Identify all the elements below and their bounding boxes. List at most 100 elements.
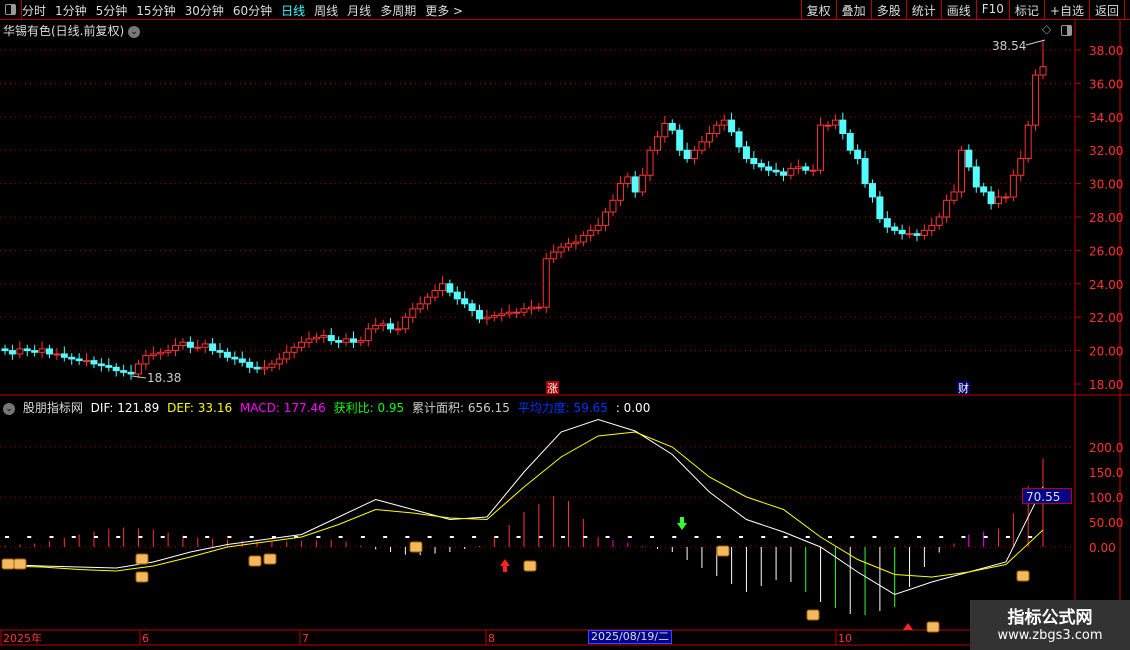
top-toolbar: 分时 1分钟 5分钟 15分钟 30分钟 60分钟 日线 周线 月线 多周期 更多 > 复权 叠加 多股… (0, 0, 1130, 20)
up-triangle-icon (903, 623, 913, 630)
period-tab[interactable]: 5分钟 (95, 4, 128, 18)
time-label: 10 (838, 632, 852, 645)
macd-tick-label: 100.0 (1089, 491, 1123, 505)
candle-body (312, 336, 320, 340)
high-price-label: 38.54 (992, 39, 1026, 53)
price-tick-label: 26.00 (1089, 244, 1123, 258)
candle-body (394, 328, 402, 331)
buy-arrow-icon (500, 559, 510, 572)
signal-marker-icon (716, 545, 730, 557)
price-tick-label: 20.00 (1089, 345, 1123, 359)
time-label: 7 (302, 632, 309, 645)
period-tab[interactable]: 月线 (347, 4, 372, 18)
signal-marker-icon (523, 560, 537, 572)
candle-body (75, 358, 83, 362)
signal-marker-icon (13, 558, 27, 570)
current-value-badge: 70.55 (1022, 488, 1072, 504)
candle-body (238, 358, 246, 363)
toolbar-button[interactable]: 标记 (1008, 0, 1044, 20)
low-price-label: 18.38 (147, 371, 181, 385)
candle-body (542, 258, 550, 308)
candle-body (535, 306, 543, 309)
high-arrow (1025, 39, 1046, 46)
candle-body (261, 366, 268, 370)
candle-body (950, 191, 958, 201)
price-tick-label: 30.00 (1089, 178, 1123, 192)
period-tab[interactable]: 更多 > (425, 4, 464, 18)
zhang-label: 涨 (547, 382, 558, 395)
chevron-down-icon[interactable]: ⌄ (3, 402, 15, 415)
period-tab[interactable]: 分时 (22, 4, 47, 18)
candle-body (275, 358, 283, 365)
candle-body (16, 348, 24, 355)
candle-body (972, 166, 980, 188)
period-tabs: 分时 1分钟 5分钟 15分钟 30分钟 60分钟 日线 周线 月线 多周期 更多 > (22, 2, 463, 19)
candle-body (446, 283, 454, 293)
candle-body (505, 311, 513, 315)
price-tick-label: 38.00 (1089, 44, 1123, 58)
candle-body (661, 122, 669, 138)
toolbar-button[interactable]: 复权 (800, 0, 836, 20)
toolbar-button[interactable]: +自选 (1043, 0, 1089, 20)
signal-marker-icon (135, 553, 149, 565)
stock-title[interactable]: 华锡有色(日线.前复权) ⌄ (3, 22, 141, 39)
panel-icon[interactable] (1061, 25, 1072, 36)
chevron-down-icon[interactable]: ⌄ (128, 25, 141, 38)
candle-body (987, 191, 995, 205)
candle-body (817, 124, 825, 171)
layout-toggle-button[interactable] (0, 0, 22, 20)
candle-body (794, 166, 802, 170)
indicator-name[interactable]: 股朋指标网 (22, 401, 83, 415)
candle-body (757, 163, 765, 168)
signal-marker-icon (409, 541, 423, 553)
time-label: 6 (142, 632, 149, 645)
period-tab[interactable]: 1分钟 (55, 4, 87, 18)
dif-line (4, 418, 1044, 596)
period-tab[interactable]: 60分钟 (232, 4, 273, 18)
signal-marker-icon (1016, 570, 1030, 582)
signal-marker-icon (135, 571, 149, 583)
candle-body (846, 133, 854, 151)
period-tab[interactable]: 日线 (281, 4, 306, 18)
candle-body (564, 243, 572, 248)
candle-body (676, 129, 684, 151)
candle-body (720, 119, 728, 126)
candle-body (513, 311, 521, 314)
toolbar-button[interactable]: 统计 (905, 0, 941, 20)
candle-body (461, 298, 469, 305)
candle-body (705, 133, 713, 143)
toolbar-button[interactable]: 画线 (940, 0, 976, 20)
candle-body (876, 196, 884, 220)
diamond-icon[interactable]: ◇ (1042, 22, 1052, 36)
candle-body (1024, 124, 1032, 160)
macd-tick-label: 150.0 (1089, 466, 1123, 480)
toolbar-button[interactable]: 返回 (1088, 0, 1125, 20)
candle-body (172, 345, 180, 352)
panel-icon (5, 4, 16, 15)
candle-body (831, 119, 839, 126)
candle-body (387, 323, 395, 330)
candle-body (839, 119, 847, 134)
period-tab[interactable]: 多周期 (380, 4, 417, 18)
candle-body (520, 308, 528, 313)
candle-body (83, 360, 91, 363)
candle-body (372, 325, 380, 330)
candle-body (31, 350, 39, 353)
period-tab[interactable]: 30分钟 (184, 4, 224, 18)
macd-tick-label: 0.00 (1089, 541, 1116, 555)
candle-body (23, 348, 31, 352)
candle-body (290, 346, 298, 353)
price-tick-label: 22.00 (1089, 311, 1123, 325)
candle-body (53, 353, 61, 356)
time-label: 2025年 (3, 631, 42, 645)
candle-body (453, 291, 461, 300)
price-tick-label: 24.00 (1089, 278, 1123, 292)
candle-body (639, 174, 647, 193)
toolbar-button[interactable]: F10 (975, 0, 1009, 20)
candle-body (646, 149, 654, 176)
toolbar-button[interactable]: 叠加 (835, 0, 871, 20)
toolbar-button[interactable]: 多股 (870, 0, 906, 20)
period-tab[interactable]: 15分钟 (136, 4, 176, 18)
period-tab[interactable]: 周线 (314, 4, 339, 18)
